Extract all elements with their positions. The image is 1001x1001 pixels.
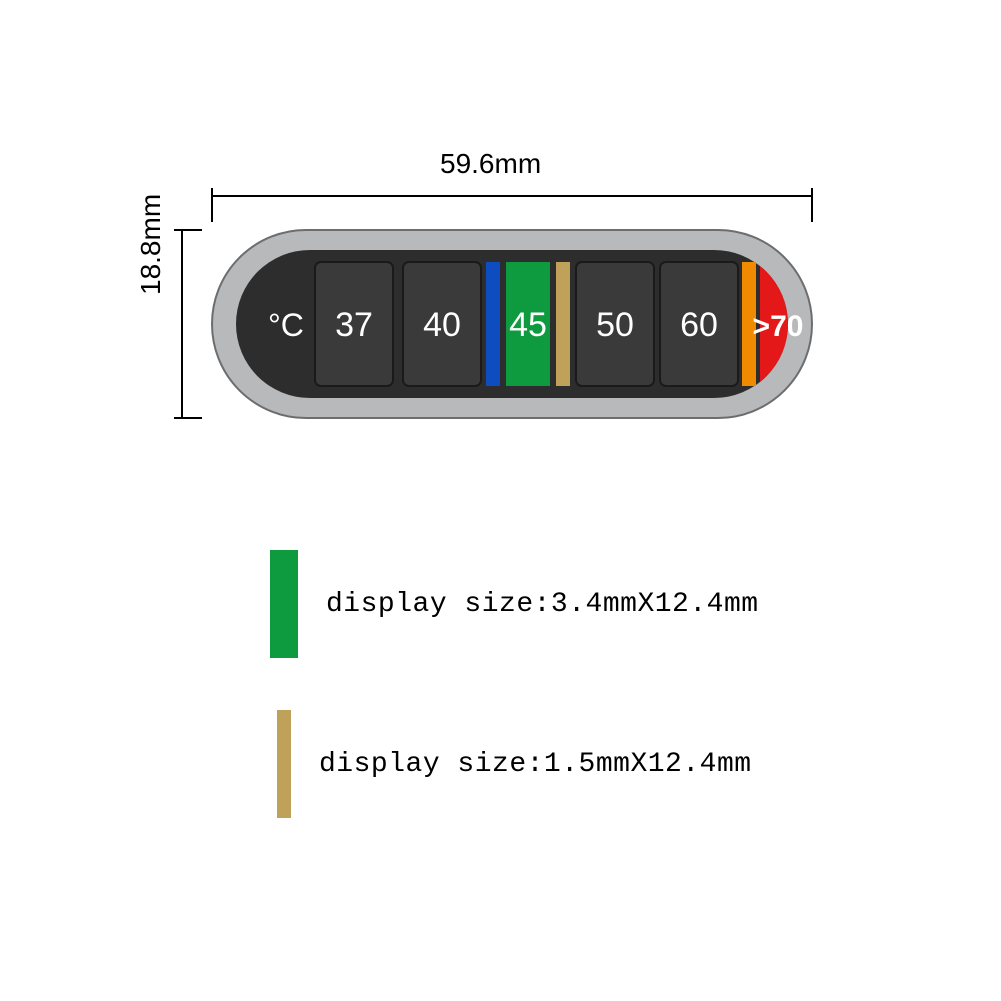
legend-item-1: display size:3.4mmX12.4mm: [270, 550, 759, 658]
temp-label-50: 50: [596, 306, 634, 344]
temp-label-45: 45: [509, 306, 547, 344]
legend-item-2: display size:1.5mmX12.4mm: [277, 710, 752, 818]
tan-strip: [556, 262, 570, 386]
legend-text-1: display size:3.4mmX12.4mm: [326, 589, 759, 620]
unit-label: °C: [268, 307, 304, 343]
thermometer-diagram: °C 37 40 45 50 60 >70: [140, 140, 860, 440]
legend-swatch-tan: [277, 710, 291, 818]
temp-label-60: 60: [680, 306, 718, 344]
end-label: >70: [753, 310, 804, 343]
legend-swatch-green: [270, 550, 298, 658]
blue-strip: [486, 262, 500, 386]
legend-text-2: display size:1.5mmX12.4mm: [319, 749, 752, 780]
temp-label-37: 37: [335, 306, 373, 344]
temp-label-40: 40: [423, 306, 461, 344]
height-dimension-line: [174, 230, 202, 418]
thermometer-body: °C 37 40 45 50 60 >70: [212, 230, 860, 418]
width-dimension-line: [212, 188, 812, 222]
